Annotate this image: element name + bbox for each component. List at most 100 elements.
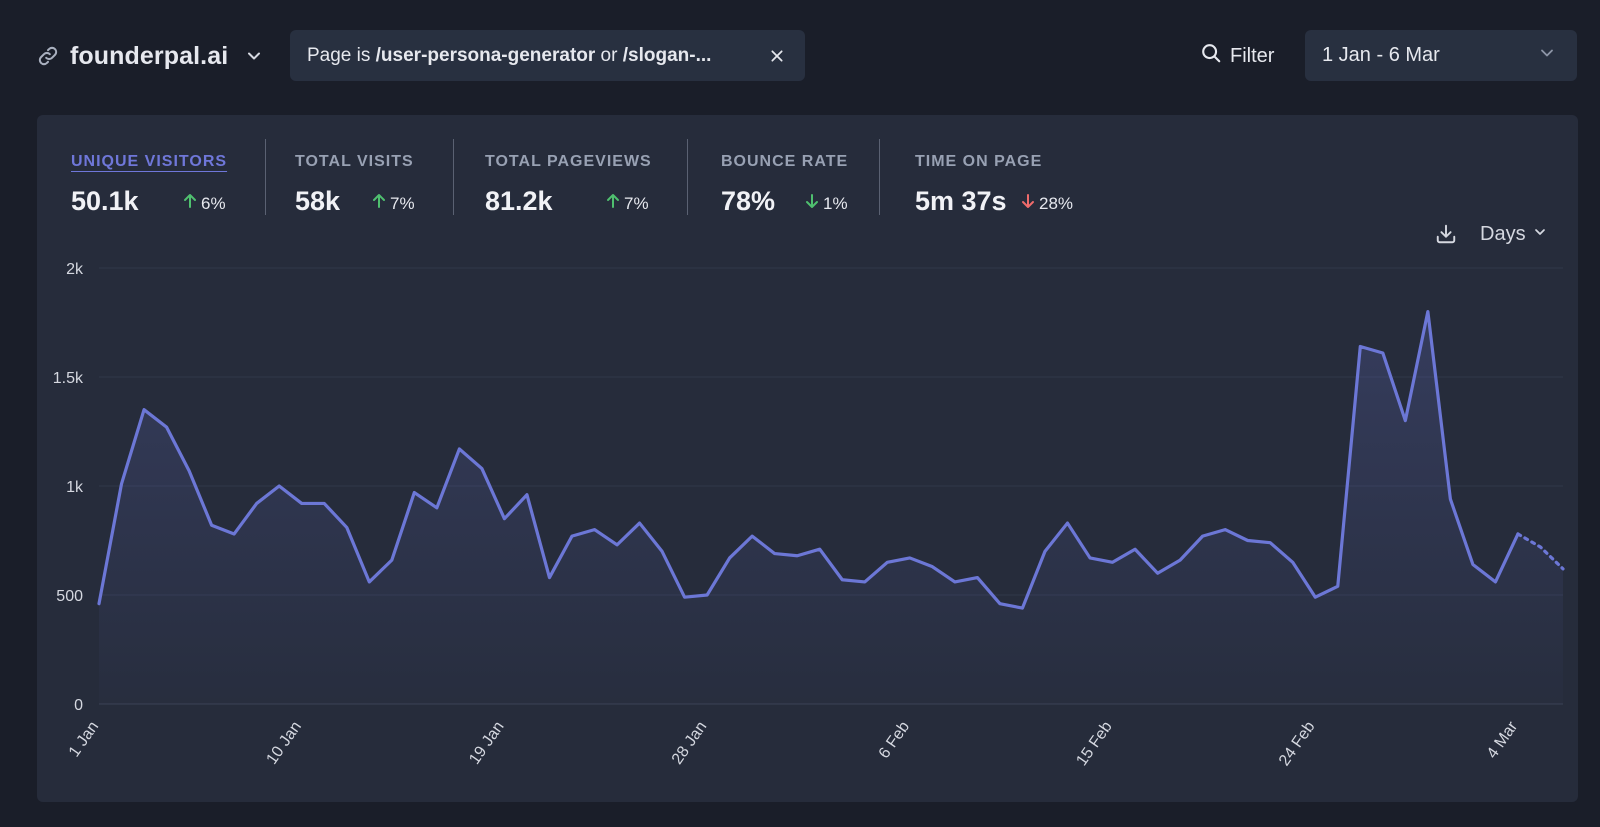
data-point: [1561, 567, 1565, 571]
data-point: [1538, 545, 1542, 549]
stats-row: UNIQUE VISITORS 50.1k 6% TOTAL VISITS 58…: [37, 139, 1141, 216]
data-point: [863, 580, 867, 584]
data-point: [570, 534, 574, 538]
data-point: [908, 556, 912, 560]
stat-label: UNIQUE VISITORS: [71, 153, 228, 170]
stat-change: 7%: [606, 193, 649, 214]
stat-value: 50.1k: [71, 186, 139, 216]
chevron-down-icon: [244, 45, 266, 67]
data-point: [367, 580, 371, 584]
data-point: [1516, 532, 1520, 536]
data-point: [1493, 580, 1497, 584]
data-point: [885, 560, 889, 564]
data-point: [818, 547, 822, 551]
data-point: [1403, 419, 1407, 423]
arrow-up-icon: [606, 193, 620, 214]
x-tick-label: 28 Jan: [669, 719, 710, 768]
data-point: [1156, 571, 1160, 575]
data-point: [840, 578, 844, 582]
data-point: [683, 595, 687, 599]
data-point: [1336, 584, 1340, 588]
stat-divider: [687, 139, 688, 215]
series-projected-line: [1516, 532, 1565, 571]
analytics-card: UNIQUE VISITORS 50.1k 6% TOTAL VISITS 58…: [37, 115, 1578, 802]
data-point: [1291, 560, 1295, 564]
visitors-line-chart[interactable]: 0 500 1k 1.5k 2k 1 Jan 10 Jan 19 Jan 28 Jan 6 Feb…: [37, 115, 1578, 802]
data-point: [1043, 549, 1047, 553]
filter-button[interactable]: Filter: [1200, 36, 1274, 76]
arrow-up-icon: [183, 193, 197, 214]
data-point: [638, 521, 642, 525]
y-tick-label: 1k: [66, 479, 84, 496]
close-icon[interactable]: [766, 45, 788, 67]
data-point: [953, 580, 957, 584]
stat-value: 58k: [295, 186, 341, 216]
data-point: [1223, 528, 1227, 532]
data-point: [1471, 562, 1475, 566]
data-point: [547, 576, 551, 580]
stat-change: 28%: [1021, 193, 1073, 214]
data-point: [390, 558, 394, 562]
stat-label: BOUNCE RATE: [721, 153, 849, 170]
stat-change: 7%: [372, 193, 415, 214]
stat-time-on-page[interactable]: TIME ON PAGE 5m 37s 28%: [881, 139, 1141, 216]
arrow-up-icon: [372, 193, 386, 214]
data-point: [1065, 521, 1069, 525]
data-point: [1201, 534, 1205, 538]
series-line: [97, 310, 1520, 610]
data-point: [1020, 606, 1024, 610]
active-filter-chip[interactable]: Page is /user-persona-generator or /slog…: [290, 30, 805, 81]
date-range-picker[interactable]: 1 Jan - 6 Mar: [1305, 30, 1577, 81]
stat-divider: [265, 139, 266, 215]
stat-value: 81.2k: [485, 186, 553, 216]
data-point: [300, 501, 304, 505]
data-point: [1088, 556, 1092, 560]
stat-change: 6%: [183, 193, 226, 214]
data-point: [345, 525, 349, 529]
x-tick-label: 19 Jan: [466, 719, 507, 768]
site-selector[interactable]: founderpal.ai: [36, 36, 266, 76]
stat-unique-visitors[interactable]: UNIQUE VISITORS 50.1k 6%: [37, 139, 267, 216]
stat-total-visits[interactable]: TOTAL VISITS 58k 7%: [267, 139, 455, 216]
data-point: [750, 534, 754, 538]
data-point: [412, 491, 416, 495]
data-point: [1268, 541, 1272, 545]
download-icon[interactable]: [1432, 220, 1460, 248]
filter-description: Page is /user-persona-generator or /slog…: [307, 44, 712, 66]
data-point: [322, 501, 326, 505]
site-name: founderpal.ai: [70, 41, 229, 70]
data-point: [1133, 547, 1137, 551]
data-point: [97, 602, 101, 606]
data-point: [1246, 539, 1250, 543]
data-point: [120, 482, 124, 486]
y-tick-label: 1.5k: [53, 370, 84, 387]
data-point: [255, 501, 259, 505]
data-point: [795, 554, 799, 558]
x-tick-label: 24 Feb: [1276, 718, 1319, 769]
stat-label: TOTAL PAGEVIEWS: [485, 153, 652, 170]
data-point: [187, 469, 191, 473]
link-icon: [36, 44, 60, 68]
stat-bounce-rate[interactable]: BOUNCE RATE 78% 1%: [689, 139, 881, 216]
stat-divider: [453, 139, 454, 215]
series-area: [99, 311, 1563, 704]
y-tick-label: 0: [74, 697, 83, 714]
search-icon: [1200, 42, 1222, 70]
interval-label: Days: [1480, 222, 1526, 245]
data-point: [480, 467, 484, 471]
chevron-down-icon: [1537, 43, 1557, 69]
data-point: [1358, 344, 1362, 348]
data-point: [615, 543, 619, 547]
data-point: [277, 484, 281, 488]
x-tick-label: 6 Feb: [876, 718, 913, 761]
chart-tools: Days: [1432, 219, 1548, 249]
data-point: [1448, 497, 1452, 501]
data-point: [525, 493, 529, 497]
data-point: [232, 532, 236, 536]
stat-label: TIME ON PAGE: [915, 153, 1043, 170]
data-point: [930, 565, 934, 569]
data-point: [728, 556, 732, 560]
data-point: [1313, 595, 1317, 599]
stat-total-pageviews[interactable]: TOTAL PAGEVIEWS 81.2k 7%: [455, 139, 689, 216]
interval-selector[interactable]: Days: [1480, 223, 1548, 246]
